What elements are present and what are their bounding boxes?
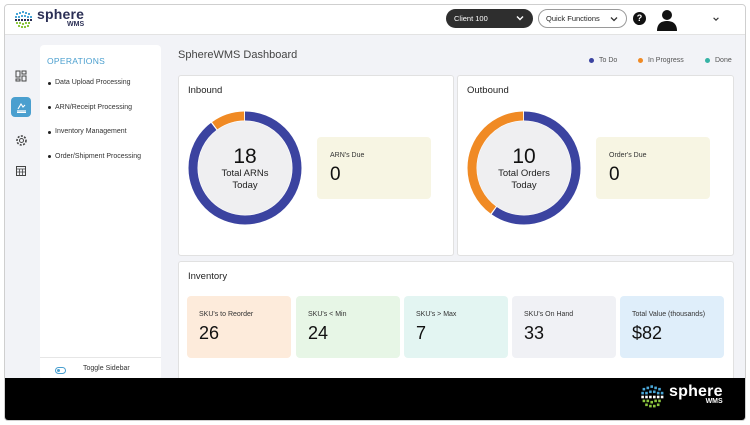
toggle-sidebar-label[interactable]: Toggle Sidebar (83, 365, 130, 372)
sku-on-hand-label: SKU's On Hand (524, 311, 574, 318)
sidebar-item-label: Inventory Management (55, 128, 127, 135)
rail-dashboard-button[interactable] (12, 67, 30, 85)
inbound-donut-chart (188, 111, 302, 225)
outbound-donut-chart (467, 111, 581, 225)
inbound-card: Inbound 18 Total ARNs Today ARN's Due 0 (178, 75, 454, 256)
sku-above-max-value: 7 (416, 323, 427, 343)
outbound-title: Outbound (467, 85, 509, 96)
sidebar-item-inventory[interactable]: Inventory Management (47, 128, 141, 153)
bullet-icon (48, 81, 51, 85)
legend-item-in-progress: In Progress (638, 57, 684, 64)
dashboard-icon (15, 70, 27, 82)
app-window: sphere WMS Client 100 Quick Functions ? (4, 4, 746, 421)
logo-sub: WMS (67, 21, 85, 28)
rail-settings-button[interactable] (12, 131, 30, 149)
outbound-total-label-1: Total Orders (498, 167, 550, 179)
settings-icon (15, 134, 27, 146)
page-title: SphereWMS Dashboard (178, 49, 298, 61)
sku-below-min-tile[interactable]: SKU's < Min 24 (296, 296, 400, 358)
legend-swatch (638, 58, 643, 63)
sku-reorder-label: SKU's to Reorder (199, 311, 254, 318)
footer-bar: sphere WMS (5, 378, 745, 420)
user-avatar-icon[interactable] (655, 7, 679, 31)
legend-label: Done (715, 57, 732, 64)
logo-name: sphere (37, 6, 85, 22)
top-bar: sphere WMS Client 100 Quick Functions ? (5, 5, 745, 35)
total-value-label: Total Value (thousands) (632, 311, 706, 318)
orders-due-value: 0 (609, 164, 620, 185)
quick-functions-label: Quick Functions (546, 14, 600, 23)
inbound-total-label-1: Total ARNs (221, 167, 269, 179)
legend-item-todo: To Do (589, 57, 617, 64)
sidebar-divider (40, 357, 161, 358)
chevron-down-icon (516, 16, 524, 21)
sidebar-item-arn-receipt[interactable]: ARN/Receipt Processing (47, 104, 141, 129)
toggle-sidebar-icon[interactable] (55, 367, 66, 374)
sku-reorder-value: 26 (199, 323, 220, 343)
globe-icon (641, 385, 664, 408)
globe-icon (15, 10, 32, 28)
outbound-todo-segment (467, 111, 581, 225)
bullet-icon (48, 155, 51, 158)
user-menu-chevron-icon[interactable] (712, 15, 720, 23)
sidebar-item-data-upload[interactable]: Data Upload Processing (47, 79, 141, 104)
orders-due-tile[interactable]: Order's Due 0 (596, 137, 710, 199)
legend-swatch (705, 58, 710, 63)
sidebar-menu: Data Upload Processing ARN/Receipt Proce… (47, 79, 141, 177)
sku-reorder-tile[interactable]: SKU's to Reorder 26 (187, 296, 291, 358)
sku-above-max-label: SKU's > Max (416, 311, 457, 318)
outbound-total: 10 Total Orders Today (466, 110, 582, 226)
inbound-title: Inbound (188, 85, 223, 96)
outbound-in-progress-segment (467, 111, 581, 225)
upload-icon (16, 102, 26, 113)
rail-calendar-button[interactable] (12, 162, 30, 180)
icon-rail (5, 35, 36, 378)
inbound-todo-segment (188, 111, 302, 225)
sku-on-hand-value: 33 (524, 323, 545, 343)
footer-logo-sub: WMS (705, 398, 723, 405)
legend-label: In Progress (648, 57, 684, 64)
arns-due-tile[interactable]: ARN's Due 0 (317, 137, 431, 199)
bullet-icon (48, 130, 51, 134)
chevron-down-icon (610, 17, 618, 22)
total-value-value: $82 (632, 323, 663, 343)
arns-due-label: ARN's Due (330, 152, 365, 159)
sidebar-item-label: Order/Shipment Processing (55, 152, 141, 160)
sku-above-max-tile[interactable]: SKU's > Max 7 (404, 296, 508, 358)
rail-operations-button[interactable] (11, 97, 31, 117)
inbound-total: 18 Total ARNs Today (187, 110, 303, 226)
inbound-total-number: 18 (233, 144, 257, 168)
inbound-total-label-2: Today (232, 179, 258, 191)
help-icon[interactable]: ? (633, 12, 646, 25)
sidebar-item-label: Data Upload Processing (55, 79, 131, 86)
arns-due-value: 0 (330, 164, 341, 185)
sidebar-item-label: ARN/Receipt Processing (55, 103, 133, 111)
calendar-icon (16, 166, 26, 176)
total-value-tile[interactable]: Total Value (thousands) $82 (620, 296, 724, 358)
sku-below-min-value: 24 (308, 323, 329, 343)
legend-swatch (589, 58, 594, 63)
footer-logo-name: sphere (669, 383, 723, 400)
inventory-title: Inventory (188, 271, 228, 282)
footer-logo: sphere WMS (640, 384, 723, 410)
operations-sidebar: OPERATIONS Data Upload Processing ARN/Re… (40, 45, 161, 380)
sku-below-min-label: SKU's < Min (308, 311, 347, 318)
outbound-card: Outbound 10 Total Orders Today Order's D… (457, 75, 734, 256)
orders-due-label: Order's Due (609, 152, 647, 159)
outbound-total-number: 10 (512, 144, 536, 168)
sidebar-item-order-shipment[interactable]: Order/Shipment Processing (47, 153, 141, 178)
sidebar-title: OPERATIONS (47, 56, 106, 66)
legend-item-done: Done (705, 57, 732, 64)
legend-label: To Do (599, 57, 618, 64)
sphere-logo[interactable]: sphere WMS (14, 6, 85, 30)
bullet-icon (48, 106, 51, 109)
sku-on-hand-tile[interactable]: SKU's On Hand 33 (512, 296, 616, 358)
outbound-total-label-2: Today (511, 179, 537, 191)
quick-functions-button[interactable]: Quick Functions (538, 9, 627, 28)
client-select[interactable]: Client 100 (446, 9, 533, 28)
client-select-value: Client 100 (454, 14, 488, 23)
